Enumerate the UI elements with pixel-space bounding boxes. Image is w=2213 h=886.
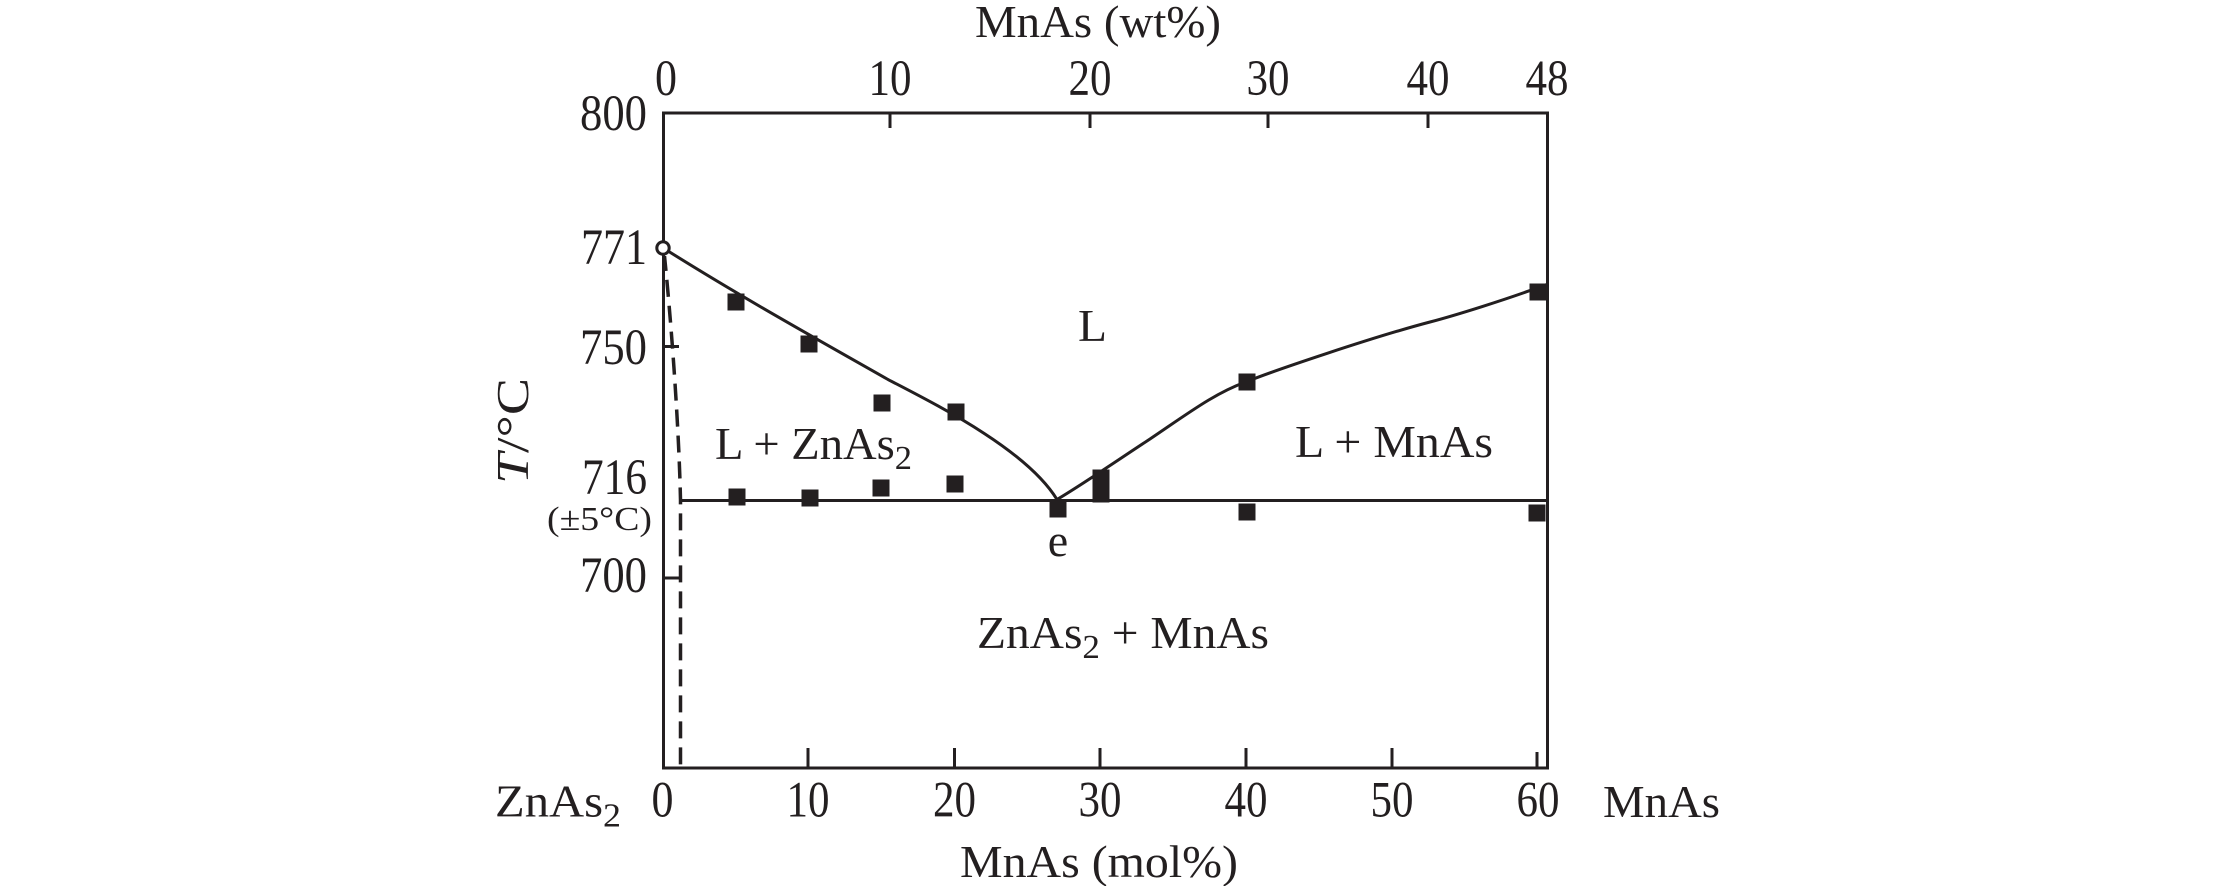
- svg-text:716: 716: [582, 450, 647, 506]
- svg-text:ZnAs2 + MnAs: ZnAs2 + MnAs: [977, 607, 1269, 666]
- svg-text:L: L: [1078, 300, 1107, 351]
- svg-text:40: 40: [1225, 773, 1268, 829]
- svg-text:MnAs (mol%): MnAs (mol%): [960, 836, 1238, 886]
- svg-text:700: 700: [580, 548, 647, 604]
- svg-text:10: 10: [869, 51, 912, 107]
- svg-text:40: 40: [1407, 51, 1450, 107]
- svg-text:771: 771: [581, 220, 647, 276]
- svg-text:50: 50: [1371, 773, 1414, 829]
- svg-text:48: 48: [1526, 51, 1569, 107]
- svg-text:MnAs (wt%): MnAs (wt%): [975, 0, 1221, 47]
- svg-text:10: 10: [787, 773, 830, 829]
- svg-text:ZnAs2: ZnAs 2: [495, 776, 621, 835]
- svg-text:800: 800: [580, 86, 647, 142]
- svg-text:0: 0: [652, 773, 674, 829]
- svg-text:750: 750: [580, 320, 647, 376]
- svg-text:30: 30: [1079, 773, 1122, 829]
- svg-text:L + ZnAs2: L + ZnAs2: [715, 418, 912, 477]
- svg-text:0: 0: [655, 51, 677, 107]
- svg-text:e: e: [1048, 515, 1068, 566]
- svg-text:L + MnAs: L + MnAs: [1295, 416, 1493, 467]
- svg-text:T/°C: T/°C: [487, 378, 538, 484]
- svg-text:MnAs: MnAs: [1603, 776, 1720, 827]
- svg-text:20: 20: [1069, 51, 1112, 107]
- svg-text:60: 60: [1517, 773, 1560, 829]
- svg-text:20: 20: [933, 773, 976, 829]
- svg-text:(±5°C): (±5°C): [547, 501, 652, 538]
- svg-text:30: 30: [1247, 51, 1290, 107]
